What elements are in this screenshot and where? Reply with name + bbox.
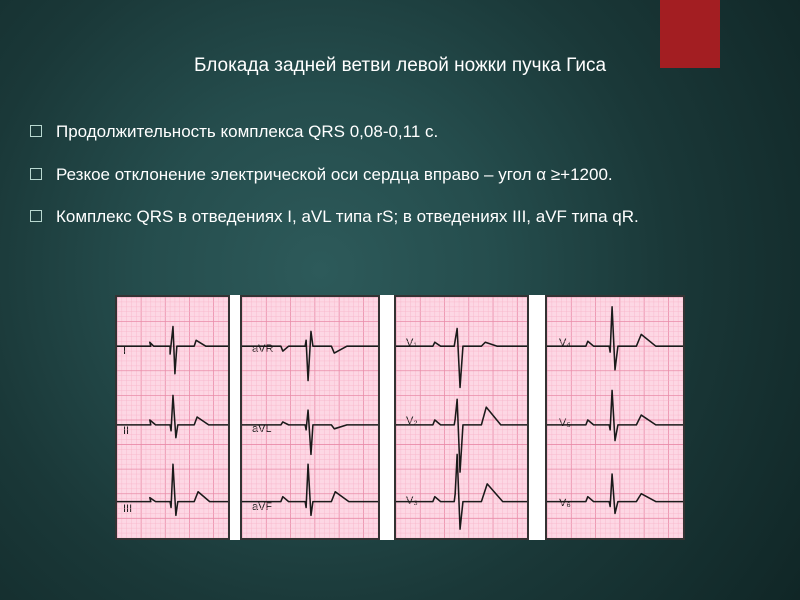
ecg-strip: V₁V₂V₃ [394, 295, 529, 540]
bullet-icon [30, 210, 42, 222]
slide-title: Блокада задней ветви левой ножки пучка Г… [0, 55, 800, 77]
list-item: Резкое отклонение электрической оси серд… [30, 163, 760, 188]
ecg-image: IIIIIIaVRaVLaVFV₁V₂V₃V₄V₅V₆ [115, 295, 685, 540]
ecg-strip: aVRaVLaVF [240, 295, 380, 540]
bullet-text: Продолжительность комплекса QRS 0,08-0,1… [56, 120, 760, 145]
list-item: Комплекс QRS в отведениях I, aVL типа rS… [30, 205, 760, 230]
bullet-list: Продолжительность комплекса QRS 0,08-0,1… [30, 120, 760, 248]
list-item: Продолжительность комплекса QRS 0,08-0,1… [30, 120, 760, 145]
bullet-text: Комплекс QRS в отведениях I, aVL типа rS… [56, 205, 760, 230]
ecg-strip: IIIIII [115, 295, 230, 540]
strip-gap [380, 295, 394, 540]
strip-gap [529, 295, 545, 540]
bullet-icon [30, 125, 42, 137]
slide: Блокада задней ветви левой ножки пучка Г… [0, 0, 800, 600]
bullet-icon [30, 168, 42, 180]
strip-gap [230, 295, 240, 540]
ecg-strip: V₄V₅V₆ [545, 295, 685, 540]
bullet-text: Резкое отклонение электрической оси серд… [56, 163, 760, 188]
